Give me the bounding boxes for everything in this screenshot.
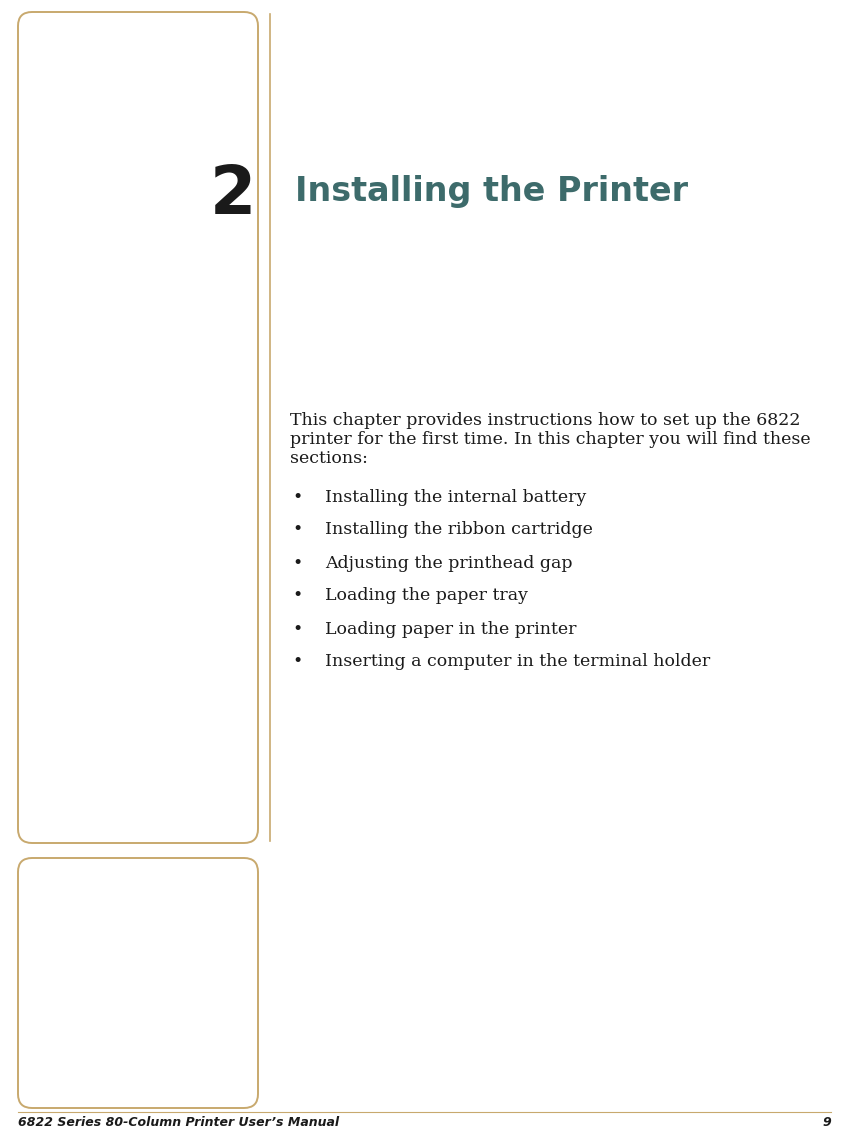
Text: •: •	[293, 621, 303, 638]
Text: Inserting a computer in the terminal holder: Inserting a computer in the terminal hol…	[325, 654, 711, 671]
Text: 6822 Series 80-Column Printer User’s Manual: 6822 Series 80-Column Printer User’s Man…	[18, 1115, 339, 1129]
Text: •: •	[293, 489, 303, 506]
Text: •: •	[293, 654, 303, 671]
Text: sections:: sections:	[290, 450, 368, 467]
Text: Installing the internal battery: Installing the internal battery	[325, 489, 587, 506]
Text: Installing the Printer: Installing the Printer	[295, 175, 688, 208]
Text: •: •	[293, 587, 303, 604]
Text: •: •	[293, 554, 303, 571]
Text: Adjusting the printhead gap: Adjusting the printhead gap	[325, 554, 572, 571]
Text: •: •	[293, 521, 303, 538]
Text: Installing the ribbon cartridge: Installing the ribbon cartridge	[325, 521, 593, 538]
Text: printer for the first time. In this chapter you will find these: printer for the first time. In this chap…	[290, 431, 811, 448]
Text: 2: 2	[210, 162, 256, 228]
Text: This chapter provides instructions how to set up the 6822: This chapter provides instructions how t…	[290, 412, 801, 429]
Text: Loading the paper tray: Loading the paper tray	[325, 587, 528, 604]
FancyBboxPatch shape	[18, 858, 258, 1108]
Text: Loading paper in the printer: Loading paper in the printer	[325, 621, 576, 638]
FancyBboxPatch shape	[18, 12, 258, 843]
Text: 9: 9	[822, 1115, 831, 1129]
